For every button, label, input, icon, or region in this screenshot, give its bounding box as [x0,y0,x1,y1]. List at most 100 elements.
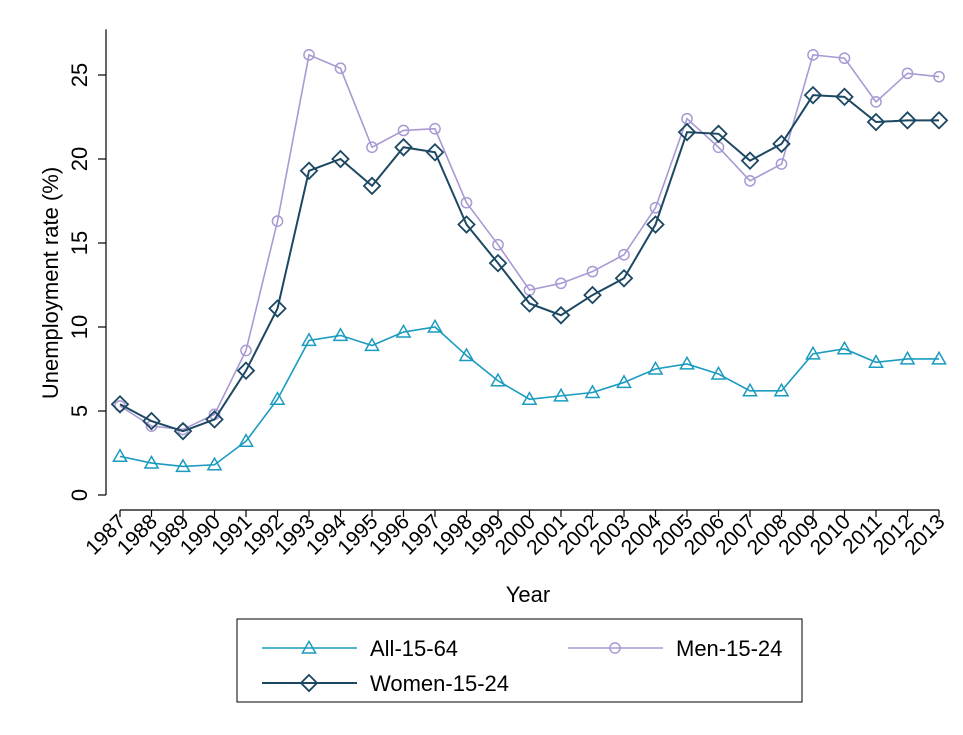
data-point [838,52,851,65]
data-point [805,345,821,360]
data-point [299,161,319,181]
data-point [803,85,823,105]
data-point [490,372,506,387]
data-point [899,350,916,365]
y-axis-title: Unemployment rate (%) [38,167,63,399]
data-point [271,215,284,228]
legend-marker [301,639,317,654]
legend-marker [299,673,319,693]
legend-item: Men-15-24 [568,636,782,661]
data-point [394,137,413,157]
data-point [457,215,476,234]
data-point [521,391,538,405]
data-point [175,458,191,473]
data-point [740,151,760,171]
axes: 0510152025198719881989199019911992199319… [67,29,950,560]
data-point [520,294,539,313]
data-point [868,354,884,368]
legend: All-15-64 Men-15-24 Women-15-24 [236,618,803,703]
legend-label: Women-15-24 [370,671,509,696]
legend-item: Women-15-24 [262,671,509,696]
data-point [110,394,130,414]
data-point [898,111,917,130]
data-point [142,411,161,431]
legend-label: Men-15-24 [676,636,782,661]
data-point [933,70,945,83]
data-point [238,433,254,447]
data-point [460,196,473,209]
series-women-15-24 [110,85,949,441]
data-point [366,141,378,154]
data-point [205,410,224,429]
series-line [119,94,939,433]
data-point [429,122,441,135]
data-point [173,421,193,441]
y-tick-label: 20 [67,147,92,171]
y-tick-label: 25 [67,63,92,87]
data-point [397,124,410,137]
legend-box [236,618,803,703]
data-point [679,355,695,370]
data-point [112,448,128,463]
data-point [206,456,223,471]
series-men-15-24 [114,48,945,436]
data-point [618,248,630,261]
data-point [458,347,475,362]
data-point [807,48,819,61]
data-point [553,387,569,402]
data-point [332,327,349,342]
data-point [709,124,728,144]
data-point [395,323,412,338]
data-point [775,158,788,170]
data-point [555,277,567,290]
data-point [364,337,380,352]
series-line [119,53,940,431]
data-point [614,268,634,288]
data-point [334,62,347,75]
data-point [744,174,756,187]
data-point [584,384,601,399]
data-point [551,305,571,325]
data-point [240,344,252,357]
data-point [836,340,853,355]
legend-label: All-15-64 [370,636,458,661]
series-line [119,326,939,468]
data-point [362,176,382,196]
series-layer [110,48,949,473]
data-point [583,285,602,305]
data-point [143,454,160,469]
data-point [742,382,758,397]
data-point [301,332,317,347]
data-point [866,112,886,132]
data-point [647,360,664,375]
y-tick-label: 15 [67,231,92,255]
data-point [303,48,315,61]
y-tick-label: 10 [67,315,92,339]
data-point [870,96,882,108]
data-point [835,87,854,107]
data-point [425,142,445,162]
y-tick-label: 5 [67,405,92,417]
data-point [772,134,791,154]
legend-marker [609,642,621,654]
data-point [710,365,727,380]
data-point [236,361,256,381]
data-point [773,382,790,397]
data-point [269,391,286,405]
data-point [488,253,508,273]
data-point [616,374,632,389]
data-point [492,238,504,251]
data-point [268,299,287,318]
data-point [427,318,443,333]
data-point [646,215,665,234]
data-point [929,111,949,130]
legend-item: All-15-64 [262,636,458,661]
y-tick-label: 0 [67,489,92,501]
series-all-15-64 [112,318,947,473]
data-point [677,122,697,142]
data-point [931,350,947,365]
data-point [901,67,914,80]
data-point [586,265,599,278]
